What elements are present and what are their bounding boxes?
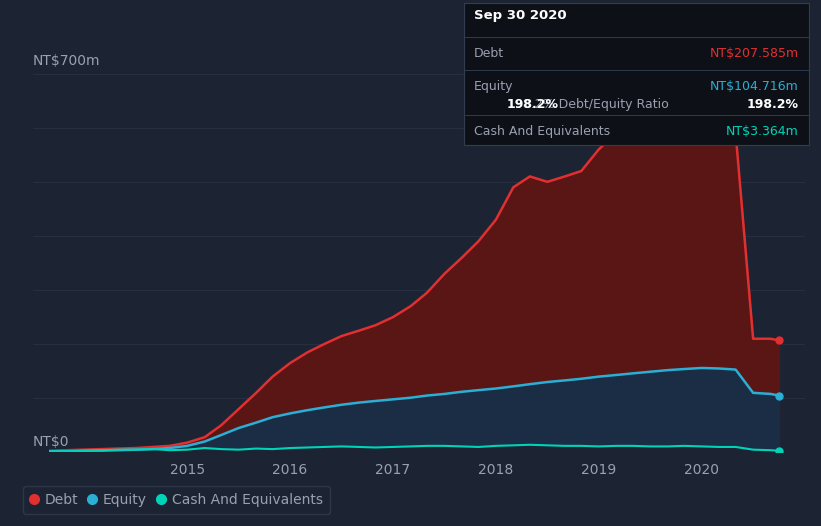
Text: Sep 30 2020: Sep 30 2020 [474, 9, 566, 22]
Text: NT$0: NT$0 [33, 434, 69, 449]
Text: 198.2%: 198.2% [507, 98, 558, 112]
Text: NT$207.585m: NT$207.585m [709, 47, 799, 60]
Text: 198.2%: 198.2% [747, 98, 799, 112]
Legend: Debt, Equity, Cash And Equivalents: Debt, Equity, Cash And Equivalents [23, 486, 330, 514]
Text: Cash And Equivalents: Cash And Equivalents [474, 125, 610, 138]
Text: Equity: Equity [474, 80, 513, 94]
Text: NT$700m: NT$700m [33, 54, 100, 68]
Text: NT$104.716m: NT$104.716m [710, 80, 799, 94]
Text: 198.2% Debt/Equity Ratio: 198.2% Debt/Equity Ratio [507, 98, 668, 112]
Text: NT$3.364m: NT$3.364m [726, 125, 799, 138]
Text: Debt: Debt [474, 47, 504, 60]
